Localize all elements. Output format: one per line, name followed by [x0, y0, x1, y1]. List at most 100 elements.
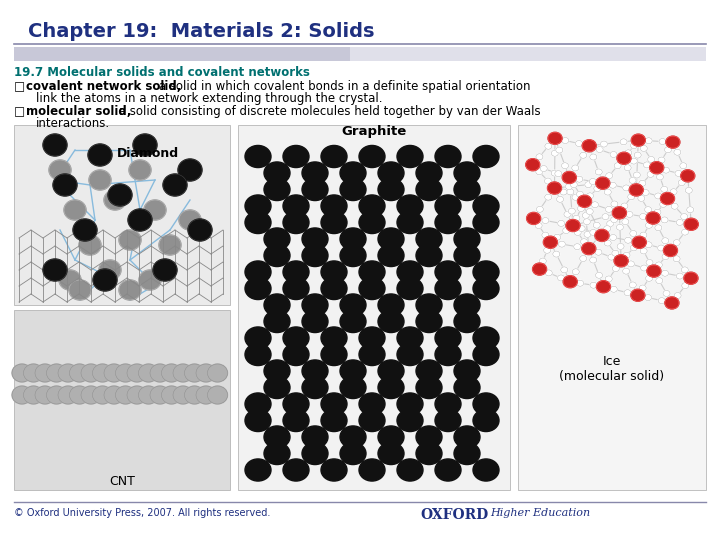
Ellipse shape: [378, 245, 404, 267]
Ellipse shape: [612, 250, 619, 256]
Ellipse shape: [115, 386, 135, 404]
Ellipse shape: [359, 145, 385, 167]
Ellipse shape: [646, 222, 652, 228]
Ellipse shape: [302, 294, 328, 316]
Ellipse shape: [340, 162, 366, 184]
Ellipse shape: [566, 220, 580, 232]
Ellipse shape: [660, 201, 667, 207]
Ellipse shape: [678, 180, 685, 186]
Ellipse shape: [79, 235, 101, 255]
Ellipse shape: [321, 393, 347, 415]
Ellipse shape: [545, 143, 552, 149]
Ellipse shape: [665, 147, 672, 153]
Ellipse shape: [416, 310, 442, 333]
Ellipse shape: [435, 278, 461, 300]
Ellipse shape: [682, 229, 688, 235]
Ellipse shape: [340, 228, 366, 250]
Ellipse shape: [553, 251, 560, 257]
Ellipse shape: [378, 442, 404, 464]
Ellipse shape: [283, 195, 309, 217]
Ellipse shape: [245, 212, 271, 233]
Ellipse shape: [596, 281, 611, 293]
Ellipse shape: [264, 294, 290, 316]
Ellipse shape: [454, 228, 480, 250]
Ellipse shape: [567, 189, 574, 195]
Ellipse shape: [595, 272, 603, 278]
Ellipse shape: [397, 278, 423, 300]
Ellipse shape: [577, 191, 583, 197]
Ellipse shape: [359, 393, 385, 415]
Ellipse shape: [572, 194, 579, 200]
Ellipse shape: [283, 145, 309, 167]
Ellipse shape: [642, 190, 649, 195]
Ellipse shape: [544, 236, 557, 248]
Ellipse shape: [582, 212, 589, 219]
Ellipse shape: [560, 189, 567, 195]
Ellipse shape: [150, 364, 170, 382]
Ellipse shape: [596, 146, 603, 152]
Ellipse shape: [196, 386, 216, 404]
Ellipse shape: [264, 162, 290, 184]
Ellipse shape: [359, 195, 385, 217]
Text: a solid consisting of discrete molecules held together by van der Waals: a solid consisting of discrete molecules…: [115, 105, 541, 118]
Ellipse shape: [607, 220, 613, 227]
Ellipse shape: [108, 184, 132, 206]
Ellipse shape: [644, 294, 652, 301]
Ellipse shape: [661, 217, 668, 223]
Ellipse shape: [684, 218, 698, 230]
Ellipse shape: [416, 178, 442, 200]
Ellipse shape: [606, 276, 612, 282]
Ellipse shape: [321, 278, 347, 300]
Ellipse shape: [454, 245, 480, 267]
Ellipse shape: [575, 230, 581, 235]
Ellipse shape: [378, 178, 404, 200]
Ellipse shape: [435, 459, 461, 481]
Ellipse shape: [70, 386, 89, 404]
Ellipse shape: [640, 232, 647, 238]
Ellipse shape: [674, 149, 681, 155]
Ellipse shape: [207, 364, 228, 382]
Ellipse shape: [127, 386, 147, 404]
Ellipse shape: [577, 280, 584, 286]
Ellipse shape: [416, 294, 442, 316]
Ellipse shape: [43, 134, 67, 156]
Ellipse shape: [662, 254, 669, 260]
Ellipse shape: [302, 228, 328, 250]
Ellipse shape: [283, 278, 309, 300]
Ellipse shape: [89, 170, 111, 190]
Ellipse shape: [283, 409, 309, 431]
Ellipse shape: [435, 393, 461, 415]
Ellipse shape: [245, 278, 271, 300]
Ellipse shape: [671, 203, 678, 210]
Ellipse shape: [92, 386, 112, 404]
Ellipse shape: [526, 159, 540, 171]
Ellipse shape: [641, 265, 647, 271]
Ellipse shape: [659, 139, 666, 145]
Ellipse shape: [577, 206, 585, 212]
Ellipse shape: [139, 270, 161, 290]
Ellipse shape: [611, 286, 617, 292]
Ellipse shape: [119, 230, 141, 250]
Ellipse shape: [138, 364, 158, 382]
Ellipse shape: [584, 231, 591, 238]
Ellipse shape: [657, 174, 663, 180]
Ellipse shape: [454, 376, 480, 399]
Ellipse shape: [654, 209, 661, 215]
Ellipse shape: [595, 235, 601, 241]
Ellipse shape: [596, 177, 610, 189]
Ellipse shape: [47, 364, 66, 382]
Text: Diamond: Diamond: [117, 147, 179, 160]
Ellipse shape: [302, 426, 328, 448]
Ellipse shape: [321, 212, 347, 233]
Ellipse shape: [473, 409, 499, 431]
Ellipse shape: [611, 201, 618, 207]
Ellipse shape: [378, 294, 404, 316]
Ellipse shape: [623, 252, 630, 258]
Ellipse shape: [179, 210, 201, 230]
Ellipse shape: [69, 280, 91, 300]
Ellipse shape: [630, 231, 636, 237]
Ellipse shape: [575, 140, 582, 146]
Ellipse shape: [606, 206, 613, 212]
Ellipse shape: [264, 426, 290, 448]
Ellipse shape: [658, 157, 665, 163]
